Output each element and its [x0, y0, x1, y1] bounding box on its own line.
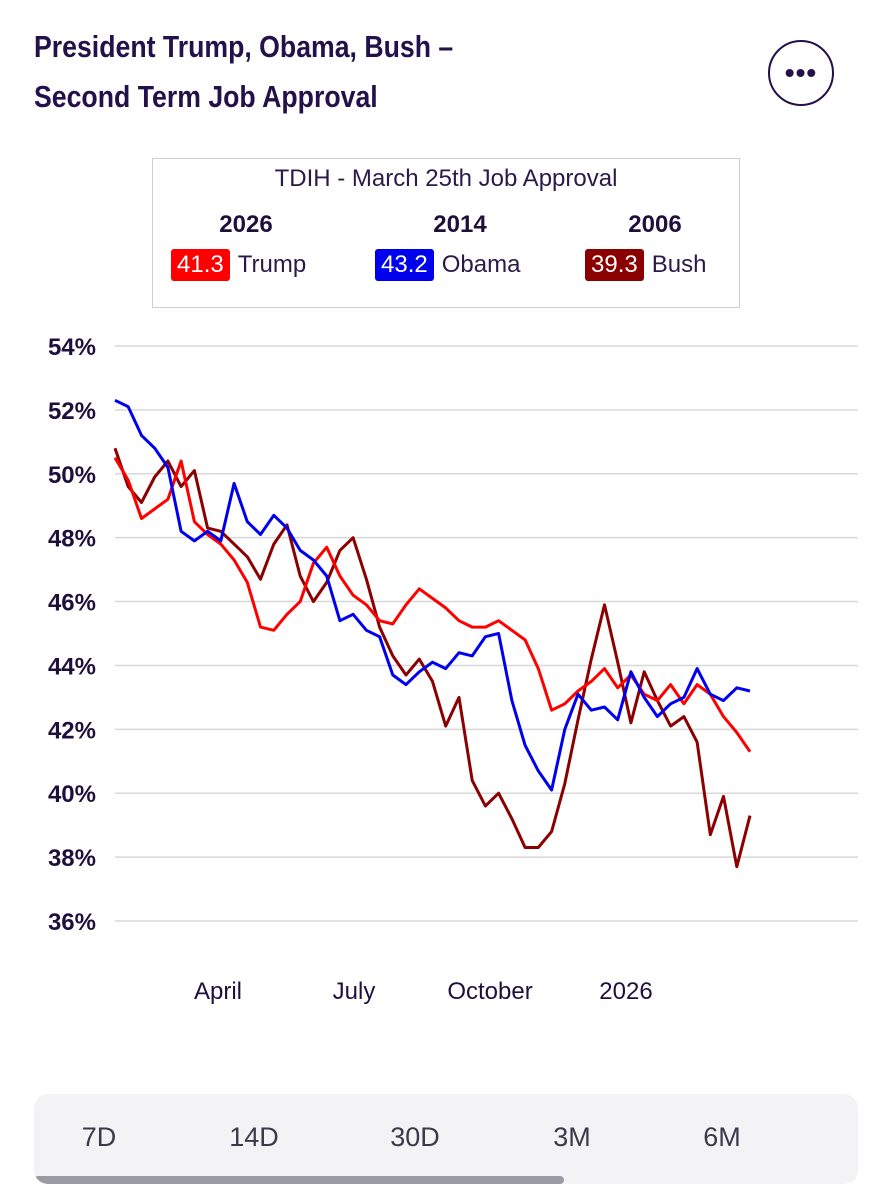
y-tick-label: 42% [48, 717, 96, 744]
legend-heading: TDIH - March 25th Job Approval [274, 165, 618, 192]
legend-value-badge: 39.3 [585, 249, 644, 281]
legend-series-name: Obama [441, 251, 521, 278]
legend-entry-obama: 2014 43.2 Obama [375, 211, 545, 281]
chart-title-line-2: Second Term Job Approval [34, 79, 378, 114]
legend-series-name: Bush [651, 251, 707, 278]
x-tick-label: 2026 [599, 978, 652, 1005]
range-tab-7d[interactable]: 7D [81, 1122, 117, 1152]
y-tick-label: 36% [48, 909, 96, 936]
legend-year: 2014 [433, 211, 487, 238]
y-tick-label: 52% [48, 398, 96, 425]
legend-value-badge: 43.2 [375, 249, 434, 281]
series-line-bush [113, 447, 752, 869]
legend-series-name: Trump [237, 251, 307, 278]
y-tick-label: 40% [48, 781, 96, 808]
range-tab-3m[interactable]: 3M [553, 1122, 591, 1152]
x-tick-label: April [194, 978, 242, 1005]
more-options-button[interactable]: ••• [768, 40, 834, 106]
range-tab-14d[interactable]: 14D [229, 1122, 279, 1152]
legend-entry-bush: 2006 39.3 Bush [585, 211, 725, 281]
series-line-trump [113, 457, 752, 753]
ellipsis-icon: ••• [784, 57, 818, 88]
x-tick-label: October [447, 978, 532, 1005]
time-range-selector: 7D 14D 30D 3M 6M [34, 1094, 858, 1184]
chart-title-line-1: President Trump, Obama, Bush – [34, 29, 454, 64]
range-tab-30d[interactable]: 30D [390, 1122, 440, 1152]
legend-value-badge: 41.3 [171, 249, 230, 281]
legend-year: 2006 [628, 211, 682, 238]
chart-title: President Trump, Obama, Bush – Second Te… [34, 22, 584, 122]
range-tab-6m[interactable]: 6M [703, 1122, 741, 1152]
x-tick-label: July [333, 978, 376, 1005]
y-tick-label: 48% [48, 526, 96, 553]
series-line-obama [114, 398, 751, 792]
y-tick-label: 44% [48, 653, 96, 680]
y-tick-label: 46% [48, 590, 96, 617]
y-tick-label: 38% [48, 845, 96, 872]
legend-year: 2026 [219, 211, 273, 238]
approval-line-chart: 54% 52% 50% 48% 46% 44% 42% 40% 38% 36% April July… [48, 334, 858, 1005]
y-tick-label: 50% [48, 462, 96, 489]
legend-entry-trump: 2026 41.3 Trump [171, 211, 321, 281]
y-tick-label: 54% [48, 334, 96, 361]
horizontal-scrollbar[interactable] [34, 1176, 564, 1184]
legend-box: TDIH - March 25th Job Approval 2026 41.3… [152, 158, 740, 308]
